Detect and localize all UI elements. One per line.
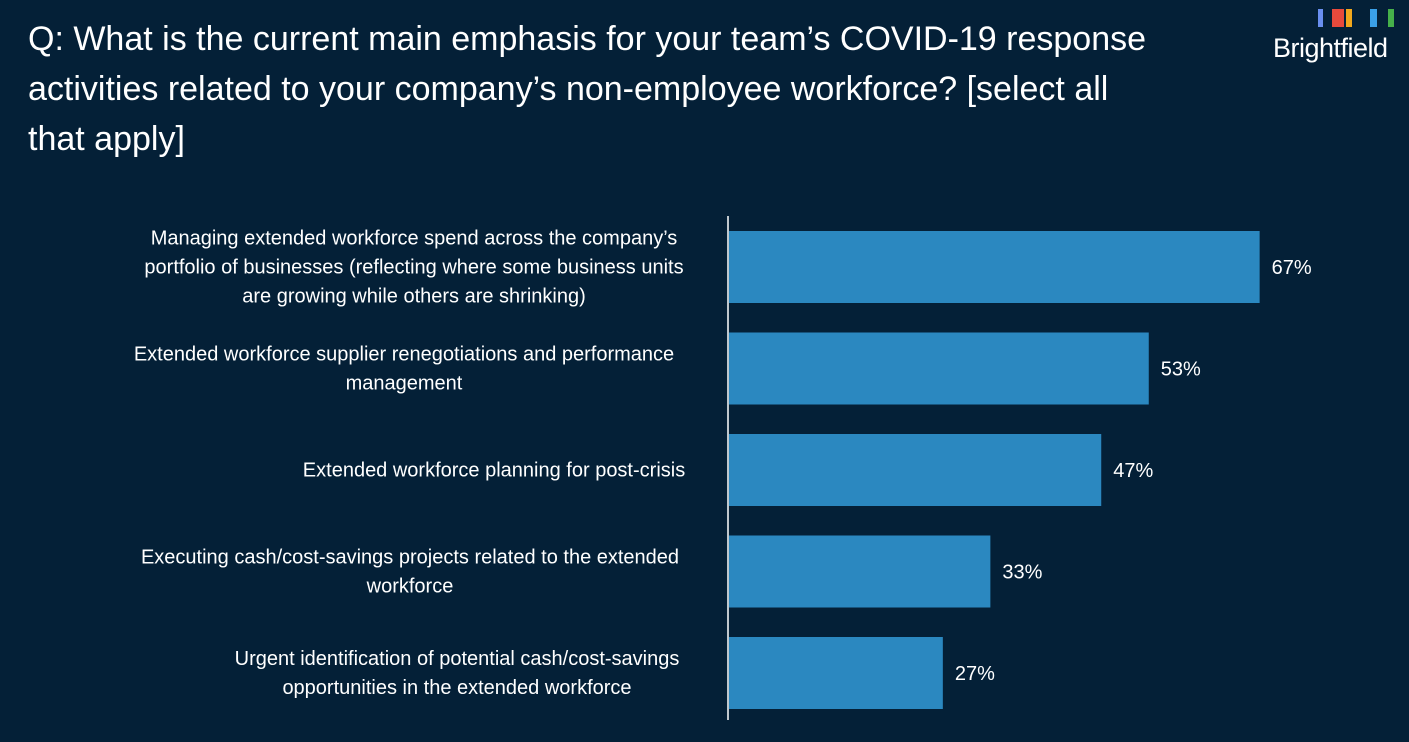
data-label: 47%: [1113, 460, 1153, 482]
category-label-line: are growing while others are shrinking): [242, 286, 586, 308]
category-label-line: Urgent identification of potential cash/…: [235, 648, 680, 670]
category-label: Urgent identification of potential cash/…: [235, 648, 680, 699]
data-label: 27%: [955, 663, 995, 685]
category-label: Extended workforce planning for post-cri…: [303, 460, 685, 482]
logo-bar: [1332, 9, 1344, 27]
category-label-line: management: [346, 373, 463, 395]
category-label: Managing extended workforce spend across…: [144, 228, 683, 308]
logo-bar: [1388, 9, 1394, 27]
bar: [729, 332, 1149, 405]
bar: [729, 434, 1102, 506]
data-label: 33%: [1002, 562, 1042, 584]
bar: [729, 231, 1260, 303]
logo-bar: [1318, 9, 1323, 27]
brightfield-logo: Brightfield: [1266, 9, 1396, 63]
category-label-line: Extended workforce supplier renegotiatio…: [134, 344, 674, 366]
bar: [729, 535, 991, 608]
data-label: 67%: [1272, 257, 1312, 279]
category-label-line: workforce: [366, 576, 454, 598]
logo-bar: [1346, 9, 1352, 27]
category-label-line: Managing extended workforce spend across…: [151, 228, 678, 250]
category-label-line: Executing cash/cost-savings projects rel…: [141, 547, 679, 569]
data-label: 53%: [1161, 359, 1201, 381]
logo-text: Brightfield: [1273, 33, 1388, 63]
category-label-line: opportunities in the extended workforce: [282, 677, 631, 699]
category-label: Extended workforce supplier renegotiatio…: [134, 344, 674, 395]
bar: [729, 637, 943, 709]
category-label-line: portfolio of businesses (reflecting wher…: [144, 257, 683, 279]
chart-title: Q: What is the current main emphasis for…: [28, 20, 1147, 158]
logo-bar: [1370, 9, 1377, 27]
category-label: Executing cash/cost-savings projects rel…: [141, 547, 679, 598]
category-label-line: Extended workforce planning for post-cri…: [303, 460, 685, 482]
